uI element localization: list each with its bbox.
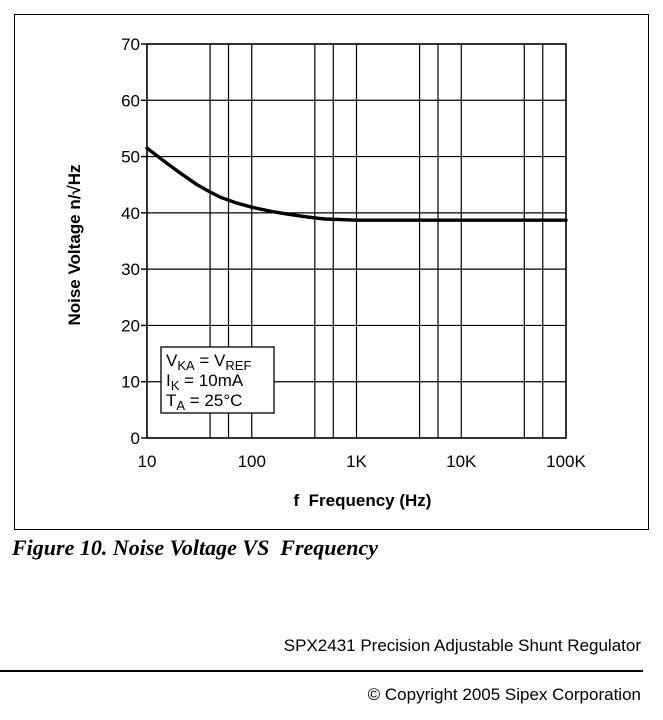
conditions-line: VKA = VREF <box>166 351 251 373</box>
conditions-subscript: KA <box>177 358 195 373</box>
x-tick-label: 10K <box>446 452 477 471</box>
y-tick-label: 70 <box>121 35 140 54</box>
conditions-subscript: A <box>176 398 185 413</box>
x-axis-label: f Frequency (Hz) <box>294 491 432 510</box>
y-tick-label: 20 <box>121 316 140 335</box>
figure-caption: Figure 10. Noise Voltage VS Frequency <box>12 535 379 560</box>
noise-voltage-series-line <box>145 146 568 222</box>
y-tick-label: 0 <box>131 429 140 448</box>
y-axis-label: Noise Voltage n/√Hz <box>65 164 84 325</box>
conditions-text: = 25°C <box>185 391 242 410</box>
conditions-text: V <box>166 351 178 370</box>
figure-frame <box>14 14 649 530</box>
y-tick-label: 30 <box>121 260 140 279</box>
copyright-notice: © Copyright 2005 Sipex Corporation <box>367 685 641 704</box>
noise-voltage-chart: 0 10 20 30 40 50 60 70 10 100 1K 10K 100K f Frequency… <box>65 35 587 510</box>
conditions-text: T <box>166 391 176 410</box>
conditions-text: I <box>166 371 171 390</box>
conditions-text: = 10mA <box>179 371 243 390</box>
footer-divider <box>0 670 643 672</box>
conditions-text: = V <box>195 351 226 370</box>
document-title: SPX2431 Precision Adjustable Shunt Regul… <box>283 636 641 655</box>
plot-area-border <box>146 43 567 439</box>
y-tick-label: 10 <box>121 373 140 392</box>
conditions-box <box>160 346 275 414</box>
conditions-line: TA = 25°C <box>166 391 242 413</box>
conditions-subscript: REF <box>225 358 251 373</box>
x-tick-label: 1K <box>346 452 367 471</box>
conditions-line: IK = 10mA <box>166 371 244 393</box>
y-tick-label: 60 <box>121 91 140 110</box>
y-tick-label: 50 <box>121 148 140 167</box>
x-tick-label: 100K <box>546 452 586 471</box>
conditions-subscript: K <box>171 378 180 393</box>
y-tick-label: 40 <box>121 204 140 223</box>
x-tick-label: 10 <box>138 452 157 471</box>
x-tick-label: 100 <box>238 452 266 471</box>
